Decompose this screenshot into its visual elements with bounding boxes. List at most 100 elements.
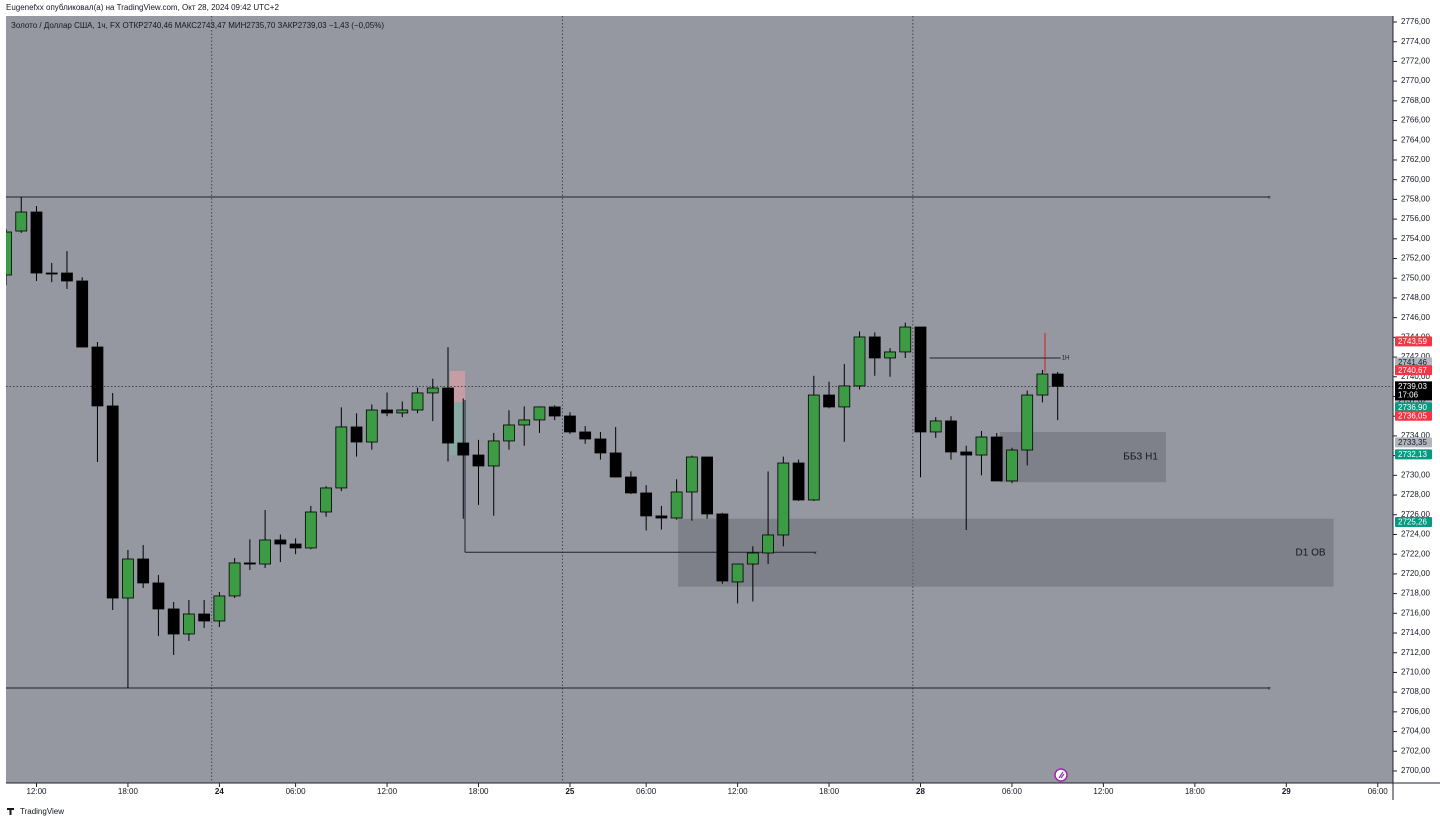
candle-body xyxy=(61,272,73,282)
candle-body xyxy=(579,431,592,440)
y-tick-label: 2768,00 xyxy=(1401,96,1430,105)
candle-body xyxy=(899,326,912,353)
price-label-box xyxy=(1395,437,1432,448)
candle-body xyxy=(45,272,58,275)
candle-body xyxy=(1051,373,1064,387)
candle-body xyxy=(335,426,348,489)
x-tick-label: 18:00 xyxy=(468,787,489,796)
x-tick-label: 24 xyxy=(215,787,224,796)
candle-body xyxy=(746,552,759,565)
candle-body xyxy=(457,442,470,456)
candle-body xyxy=(365,409,378,443)
y-tick-label: 2708,00 xyxy=(1401,687,1430,696)
last-price-box xyxy=(1395,381,1432,401)
candle-body xyxy=(685,456,698,493)
candle-body xyxy=(15,211,28,232)
price-label: 2736,90 xyxy=(1398,403,1427,412)
candle-body xyxy=(640,492,653,517)
y-tick-label: 2702,00 xyxy=(1401,746,1430,755)
y-tick-label: 2700,00 xyxy=(1401,766,1430,775)
candle-body xyxy=(320,487,332,513)
candle-body xyxy=(838,385,851,408)
y-tick-label: 2722,00 xyxy=(1401,549,1430,558)
candle-body xyxy=(304,511,317,549)
candle-body xyxy=(929,420,942,433)
replay-icon-glyph xyxy=(1058,771,1065,779)
candle-body xyxy=(91,346,104,407)
candle-body xyxy=(137,558,150,584)
price-label: 2732,13 xyxy=(1398,450,1427,459)
x-tick-label: 06:00 xyxy=(1368,787,1389,796)
candle-body xyxy=(6,231,12,276)
candle-body xyxy=(426,387,439,394)
candle-body xyxy=(609,452,622,478)
y-tick-label: 2752,00 xyxy=(1401,254,1430,263)
candle-body xyxy=(243,562,256,565)
candle-body xyxy=(945,420,957,453)
plot-area: ББЗ Н1 D1 OB × × × 1H xyxy=(6,16,1393,783)
candle-body xyxy=(914,326,927,433)
price-label-box xyxy=(1395,357,1432,368)
level-end-mark: × xyxy=(813,551,817,557)
price-label-box xyxy=(1395,365,1432,376)
candle-body xyxy=(960,451,973,456)
candle-body xyxy=(762,534,774,554)
x-tick-label: 12:00 xyxy=(26,787,47,796)
y-tick-label: 2704,00 xyxy=(1401,727,1430,736)
y-tick-label: 2748,00 xyxy=(1401,293,1430,302)
y-tick-label: 2772,00 xyxy=(1401,57,1430,66)
candle-body xyxy=(533,406,546,421)
y-tick-label: 2726,00 xyxy=(1401,510,1430,519)
candle-body xyxy=(411,392,424,411)
candle-body xyxy=(884,351,896,359)
y-tick-label: 2764,00 xyxy=(1401,135,1430,144)
price-label-box xyxy=(1395,449,1432,460)
candle-body xyxy=(792,462,805,501)
level-label: 1H xyxy=(1062,356,1070,362)
candle-body xyxy=(655,515,668,519)
candle-body xyxy=(564,415,576,433)
candle-body xyxy=(122,558,134,599)
y-tick-label: 2730,00 xyxy=(1401,470,1430,479)
price-label: 2733,35 xyxy=(1398,438,1427,447)
y-tick-label: 2742,00 xyxy=(1401,352,1430,361)
candle-body xyxy=(1036,373,1049,396)
x-tick-label: 12:00 xyxy=(1093,787,1114,796)
candle-body xyxy=(868,336,881,359)
candle-body xyxy=(76,280,89,348)
price-label-box xyxy=(1395,402,1432,413)
brand-name: TradingView xyxy=(20,807,64,816)
x-tick-label: 18:00 xyxy=(118,787,139,796)
x-tick-label: 12:00 xyxy=(377,787,398,796)
price-label: 2737,62 xyxy=(1398,396,1427,405)
x-tick-label: 29 xyxy=(1282,787,1291,796)
candle-body xyxy=(1006,449,1018,482)
candle-body xyxy=(350,426,363,443)
x-tick-label: 18:00 xyxy=(819,787,840,796)
level-end-mark: × xyxy=(1268,687,1272,693)
candle-body xyxy=(487,440,500,467)
price-label-box xyxy=(1395,410,1432,421)
candle-body xyxy=(472,454,485,467)
y-tick-label: 2750,00 xyxy=(1401,273,1430,282)
candle-body xyxy=(777,462,790,536)
plot-background xyxy=(6,16,1393,783)
candle-body xyxy=(503,424,515,442)
candle-body xyxy=(594,438,607,454)
y-tick-label: 2760,00 xyxy=(1401,175,1430,184)
zone-label: ББЗ Н1 xyxy=(1123,452,1158,463)
y-tick-label: 2724,00 xyxy=(1401,530,1430,539)
candle-body xyxy=(274,539,287,545)
publisher-line: Eugenefxx опубликовал(а) на TradingView.… xyxy=(6,3,279,12)
candle-body xyxy=(625,476,637,494)
chart-title: Золото / Доллар США, 1ч, FX ОТКР2740,46 … xyxy=(11,21,384,30)
y-tick-label: 2746,00 xyxy=(1401,313,1430,322)
zone-label: D1 OB xyxy=(1296,547,1326,558)
y-tick-label: 2770,00 xyxy=(1401,76,1430,85)
brand-logo xyxy=(7,808,14,815)
candle-body xyxy=(1021,394,1034,451)
y-tick-label: 2712,00 xyxy=(1401,648,1430,657)
candle-body xyxy=(670,491,683,519)
y-tick-label: 2754,00 xyxy=(1401,234,1430,243)
